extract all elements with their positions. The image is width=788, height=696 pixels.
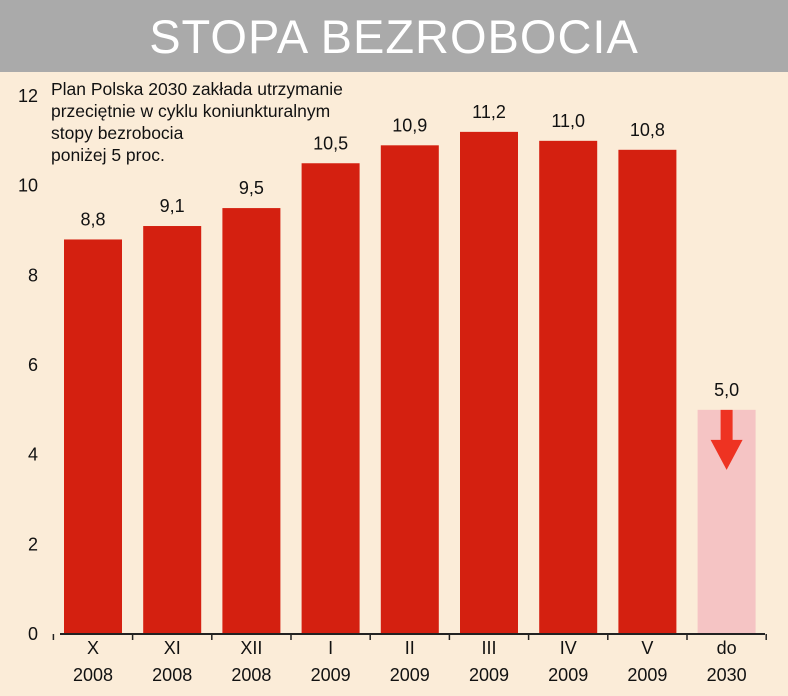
data-label: 11,2: [472, 102, 506, 122]
note-line: stopy bezrobocia: [51, 123, 184, 143]
x-tick-label: do: [717, 638, 737, 658]
chart-note: Plan Polska 2030 zakłada utrzymanie prze…: [51, 78, 411, 166]
bar: [380, 145, 439, 635]
x-tick-label: 2009: [627, 665, 667, 685]
x-tick-label: 2008: [231, 665, 271, 685]
y-tick-label: 4: [28, 445, 38, 465]
y-tick-label: 0: [28, 624, 38, 644]
note-line: poniżej 5 proc.: [51, 145, 165, 165]
x-tick-label: 2030: [707, 665, 747, 685]
data-label: 9,1: [160, 196, 185, 216]
x-tick-label: 2008: [152, 665, 192, 685]
title-bar: STOPA BEZROBOCIA: [0, 0, 788, 72]
down-arrow-icon: [710, 409, 743, 470]
x-tick-label: X: [87, 638, 99, 658]
bar: [222, 208, 281, 635]
x-tick-label: IV: [560, 638, 577, 658]
bar: [143, 226, 202, 634]
y-tick-label: 8: [28, 265, 38, 285]
x-tick-label: 2009: [469, 665, 509, 685]
data-label: 8,8: [80, 209, 105, 229]
x-tick-label: XII: [240, 638, 262, 658]
x-tick-label: V: [641, 638, 653, 658]
bar: [460, 131, 518, 634]
x-tick-label: 2008: [73, 665, 113, 685]
data-label: 11,0: [551, 111, 585, 131]
bar: [64, 239, 122, 634]
y-tick-label: 6: [28, 355, 38, 375]
data-label: 9,5: [239, 178, 264, 198]
x-tick-label: 2009: [390, 665, 430, 685]
y-tick-label: 2: [28, 534, 38, 554]
x-tick-label: I: [328, 638, 333, 658]
data-label: 10,8: [630, 120, 665, 140]
x-tick-label: 2009: [311, 665, 351, 685]
bar: [618, 149, 677, 635]
bar: [301, 163, 360, 634]
y-tick-label: 12: [18, 86, 38, 106]
data-label: 10,9: [392, 115, 427, 135]
chart-title: STOPA BEZROBOCIA: [149, 9, 639, 63]
data-label: 5,0: [714, 380, 739, 400]
x-tick-label: III: [481, 638, 496, 658]
x-tick-label: II: [405, 638, 415, 658]
x-tick-label: XI: [164, 638, 181, 658]
note-line: Plan Polska 2030 zakłada utrzymanie: [51, 79, 343, 99]
note-line: przeciętnie w cyklu koniunkturalnym: [51, 101, 331, 121]
y-tick-label: 10: [18, 176, 38, 196]
x-tick-label: 2009: [548, 665, 588, 685]
data-label: 10,5: [313, 133, 348, 153]
bar: [539, 140, 598, 635]
